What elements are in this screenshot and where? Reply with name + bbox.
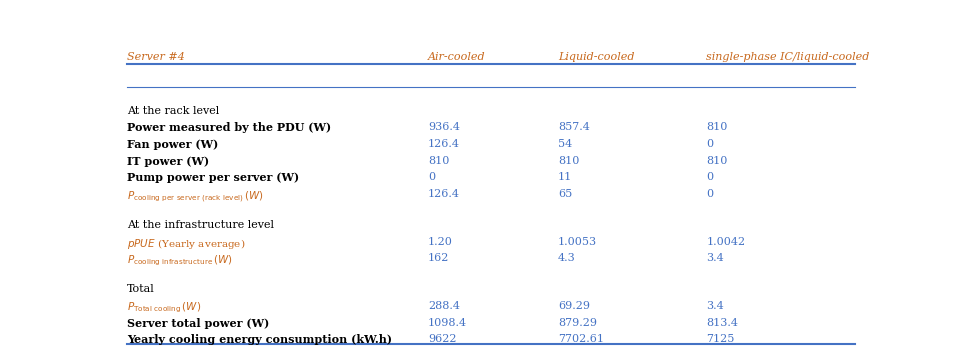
Text: At the infrastructure level: At the infrastructure level — [127, 220, 274, 230]
Text: single-phase IC/liquid-cooled: single-phase IC/liquid-cooled — [706, 52, 870, 62]
Text: 288.4: 288.4 — [428, 301, 460, 311]
Text: 9622: 9622 — [428, 334, 456, 344]
Text: 69.29: 69.29 — [558, 301, 590, 311]
Text: 810: 810 — [706, 122, 728, 133]
Text: 7125: 7125 — [706, 334, 735, 344]
Text: Power measured by the PDU (W): Power measured by the PDU (W) — [127, 122, 331, 134]
Text: 810: 810 — [428, 156, 449, 166]
Text: 1.0053: 1.0053 — [558, 237, 597, 247]
Text: 3.4: 3.4 — [706, 301, 724, 311]
Text: 3.4: 3.4 — [706, 253, 724, 263]
Text: Air-cooled: Air-cooled — [428, 52, 486, 62]
Text: IT power (W): IT power (W) — [127, 156, 209, 167]
Text: 54: 54 — [558, 139, 572, 149]
Text: 65: 65 — [558, 189, 572, 199]
Text: 810: 810 — [706, 156, 728, 166]
Text: Fan power (W): Fan power (W) — [127, 139, 218, 150]
Text: $P_{\mathrm{cooling\ per\ server\ (rack\ level)}}\,(W)$: $P_{\mathrm{cooling\ per\ server\ (rack\… — [127, 189, 264, 204]
Text: 126.4: 126.4 — [428, 139, 460, 149]
Text: $P_{\mathrm{Total\ cooling}}\,(W)$: $P_{\mathrm{Total\ cooling}}\,(W)$ — [127, 301, 201, 316]
Text: $p\mathit{PUE}$ (Yearly average): $p\mathit{PUE}$ (Yearly average) — [127, 237, 245, 251]
Text: 4.3: 4.3 — [558, 253, 576, 263]
Text: 11: 11 — [558, 172, 572, 182]
Text: Total: Total — [127, 284, 155, 294]
Text: 810: 810 — [558, 156, 580, 166]
Text: 0: 0 — [428, 172, 435, 182]
Text: 0: 0 — [706, 172, 714, 182]
Text: 813.4: 813.4 — [706, 318, 739, 328]
Text: 7702.61: 7702.61 — [558, 334, 604, 344]
Text: 1098.4: 1098.4 — [428, 318, 467, 328]
Text: 857.4: 857.4 — [558, 122, 590, 133]
Text: 126.4: 126.4 — [428, 189, 460, 199]
Text: 879.29: 879.29 — [558, 318, 597, 328]
Text: Liquid-cooled: Liquid-cooled — [558, 52, 634, 62]
Text: $P_{\mathrm{cooling\ infrastructure}}\,(W)$: $P_{\mathrm{cooling\ infrastructure}}\,(… — [127, 253, 233, 268]
Text: Yearly cooling energy consumption (kW.h): Yearly cooling energy consumption (kW.h) — [127, 334, 392, 345]
Text: 0: 0 — [706, 139, 714, 149]
Text: At the rack level: At the rack level — [127, 106, 219, 116]
Text: Server #4: Server #4 — [127, 52, 185, 62]
Text: 936.4: 936.4 — [428, 122, 460, 133]
Text: 162: 162 — [428, 253, 449, 263]
Text: Pump power per server (W): Pump power per server (W) — [127, 172, 299, 183]
Text: 1.20: 1.20 — [428, 237, 453, 247]
Text: 1.0042: 1.0042 — [706, 237, 745, 247]
Text: Server total power (W): Server total power (W) — [127, 318, 269, 329]
Text: 0: 0 — [706, 189, 714, 199]
